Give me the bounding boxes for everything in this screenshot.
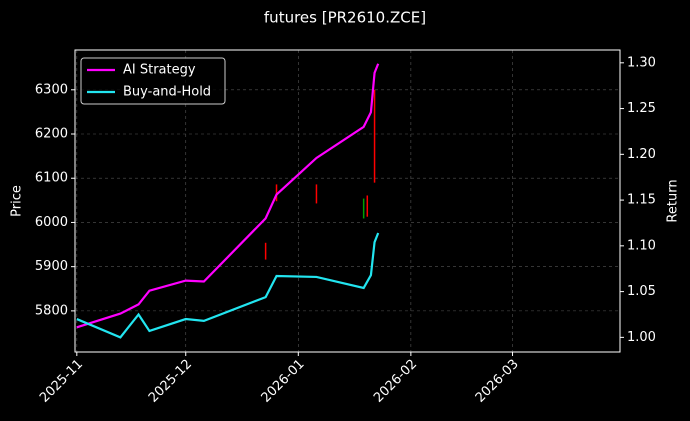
y-axis-label: Price	[10, 185, 25, 217]
x-tick-label: 2026-01	[259, 357, 308, 406]
y-tick-label: 6000	[35, 215, 68, 230]
legend-box	[80, 57, 226, 105]
x-tick-label: 2026-02	[371, 357, 420, 406]
y-tick-label: 5800	[35, 303, 68, 318]
y2-tick-label: 1.10	[627, 238, 656, 253]
series-line	[76, 232, 380, 339]
chart-title: futures [PR2610.ZCE]	[264, 9, 426, 27]
y-tick-label: 6100	[35, 171, 68, 186]
legend-label: AI Strategy	[123, 63, 196, 78]
y2-tick-label: 1.20	[627, 147, 656, 162]
legend-label: Buy-and-Hold	[123, 85, 211, 100]
y2-tick-label: 1.15	[627, 193, 656, 208]
y-tick-label: 6200	[35, 127, 68, 142]
x-tick-label: 2025-12	[146, 357, 195, 406]
plot-frame	[74, 49, 621, 353]
y2-tick-label: 1.05	[627, 284, 656, 299]
y-tick-label: 6300	[35, 82, 68, 97]
y2-tick-label: 1.00	[627, 330, 656, 345]
series-line	[76, 63, 380, 329]
y2-axis-label: Return	[666, 179, 681, 222]
y2-tick-label: 1.25	[627, 101, 656, 116]
x-tick-label: 2025-11	[37, 357, 86, 406]
y-tick-label: 5900	[35, 259, 68, 274]
x-tick-label: 2026-03	[473, 357, 522, 406]
y2-tick-label: 1.30	[627, 55, 656, 70]
